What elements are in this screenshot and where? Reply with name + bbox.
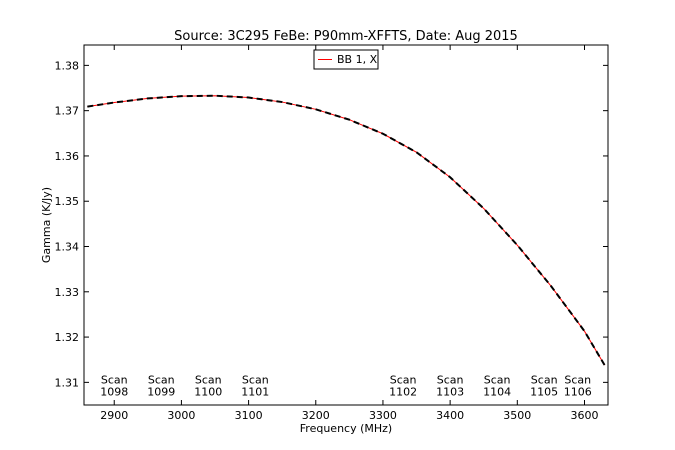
x-tick-label: 3200 — [302, 409, 330, 422]
scan-annotations: Scan1098Scan1099Scan1100Scan1101Scan1102… — [100, 374, 592, 399]
scan-annotation-word: Scan — [101, 374, 128, 387]
scan-annotation-number: 1105 — [530, 386, 558, 399]
scan-annotation-word: Scan — [564, 374, 591, 387]
legend-entry-bb1-x: BB 1, X — [337, 53, 378, 66]
scan-annotation-number: 1099 — [147, 386, 175, 399]
scan-annotation-number: 1100 — [194, 386, 222, 399]
y-tick-label: 1.32 — [55, 331, 80, 344]
scan-annotation-word: Scan — [531, 374, 558, 387]
scan-annotation-number: 1104 — [483, 386, 511, 399]
scan-annotation-number: 1102 — [389, 386, 417, 399]
y-tick-label: 1.37 — [55, 105, 80, 118]
y-tick-label: 1.38 — [55, 59, 80, 72]
y-tick-label: 1.33 — [55, 286, 80, 299]
y-tick-label: 1.36 — [55, 150, 80, 163]
x-tick-label: 2900 — [100, 409, 128, 422]
scan-annotation-number: 1101 — [241, 386, 269, 399]
scan-annotation-number: 1098 — [100, 386, 128, 399]
series-layer — [87, 94, 606, 366]
x-tick-label: 3400 — [436, 409, 464, 422]
x-axis-label: Frequency (MHz) — [300, 422, 392, 435]
x-tick-label: 3300 — [369, 409, 397, 422]
x-tick-label: 3100 — [235, 409, 263, 422]
axis-ticks: 2900 3000 3100 3200 3300 3400 3500 3600 1.31 1.32… — [55, 45, 608, 422]
scan-annotation-word: Scan — [242, 374, 269, 387]
scan-annotation-word: Scan — [195, 374, 222, 387]
x-tick-label: 3600 — [570, 409, 598, 422]
x-tick-label: 3000 — [167, 409, 195, 422]
scan-annotation-number: 1106 — [564, 386, 592, 399]
y-tick-label: 1.34 — [55, 241, 80, 254]
y-tick-label: 1.31 — [55, 376, 80, 389]
scan-annotation-word: Scan — [148, 374, 175, 387]
x-tick-label: 3500 — [503, 409, 531, 422]
series-line-fit-dashed — [87, 94, 606, 366]
legend: BB 1, X — [313, 49, 379, 70]
y-axis-label: Gamma (K/Jy) — [40, 187, 53, 263]
scan-annotation-word: Scan — [390, 374, 417, 387]
scan-annotation-word: Scan — [484, 374, 511, 387]
chart-title: Source: 3C295 FeBe: P90mm-XFFTS, Date: A… — [174, 29, 518, 44]
scan-annotation-number: 1103 — [436, 386, 464, 399]
scan-annotation-word: Scan — [437, 374, 464, 387]
y-tick-label: 1.35 — [55, 195, 80, 208]
plot-area-frame — [83, 44, 609, 406]
legend-box — [313, 49, 379, 70]
